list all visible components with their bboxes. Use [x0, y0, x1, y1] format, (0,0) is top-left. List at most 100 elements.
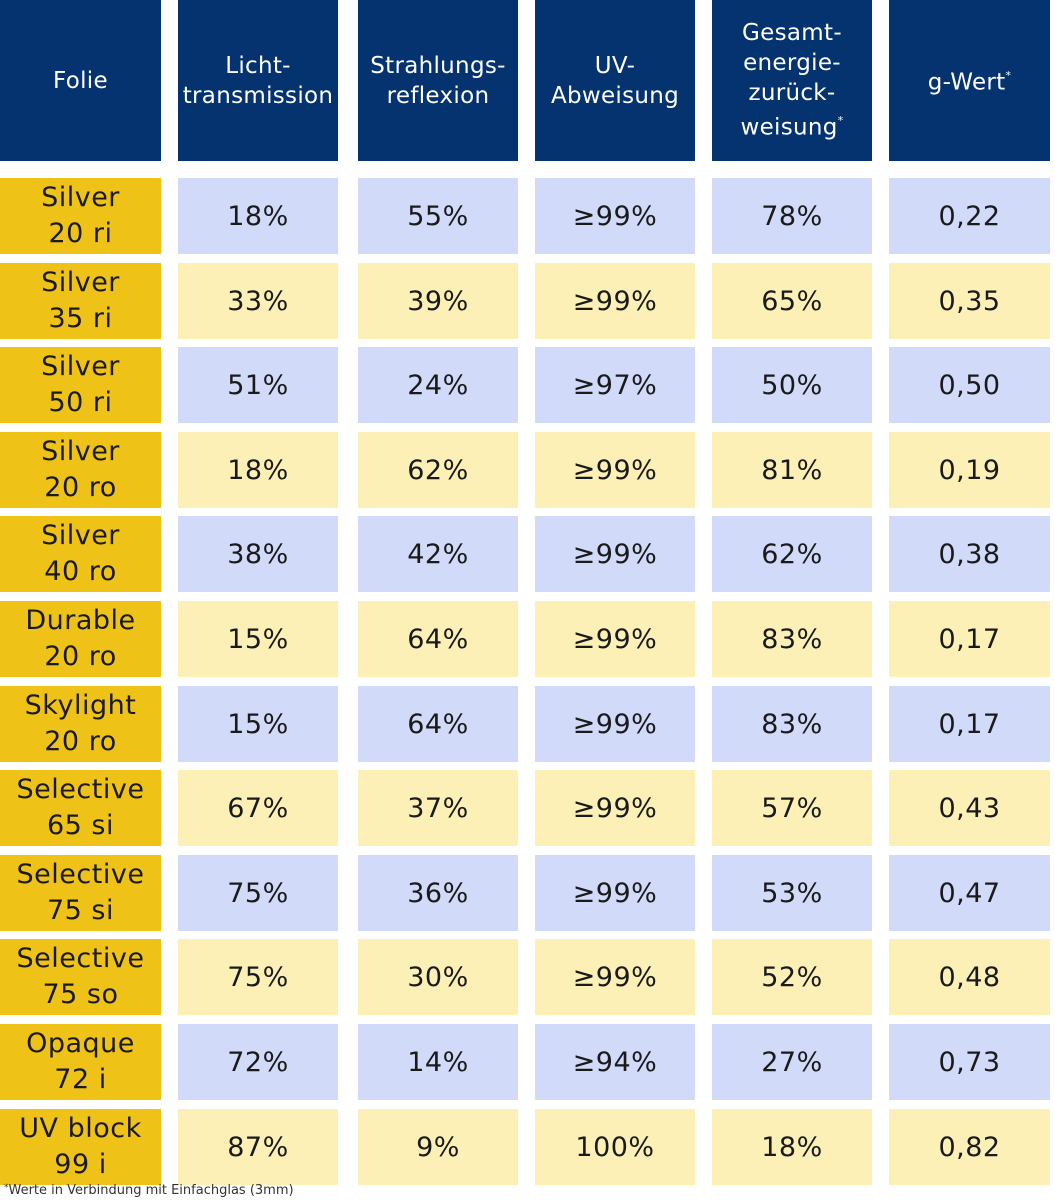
cell-g-wert: 0,22	[889, 178, 1050, 254]
cell-folie-name: Durable 20 ro	[0, 601, 161, 677]
cell-folie-name: Selective 75 so	[0, 939, 161, 1015]
cell-gesamtenergiezurueckweisung: 83%	[712, 601, 872, 677]
header-line: Strahlungs-	[370, 52, 506, 79]
folie-name-line: Silver	[41, 267, 120, 298]
cell-uv-abweisung: ≥99%	[535, 686, 695, 762]
cell-gesamtenergiezurueckweisung: 53%	[712, 855, 872, 931]
folie-name-line: 35 ri	[48, 303, 113, 334]
header-line-text: g-Wert	[927, 69, 1006, 96]
header-line: zurück-	[748, 80, 836, 107]
cell-strahlungsreflexion: 14%	[358, 1024, 518, 1100]
folie-name-line: 20 ro	[44, 641, 117, 672]
cell-strahlungsreflexion: 24%	[358, 347, 518, 423]
cell-strahlungsreflexion: 64%	[358, 686, 518, 762]
cell-strahlungsreflexion: 39%	[358, 263, 518, 339]
cell-uv-abweisung: ≥99%	[535, 178, 695, 254]
cell-folie-name: Selective 75 si	[0, 855, 161, 931]
cell-folie-name: Silver 35 ri	[0, 263, 161, 339]
folie-name-line: Selective	[16, 859, 145, 890]
asterisk-mark: *	[837, 114, 844, 128]
header-line: Gesamt-	[742, 20, 842, 47]
cell-lichttransmission: 75%	[178, 939, 338, 1015]
header-line: g-Wert*	[928, 63, 1012, 98]
header-line: transmission	[182, 82, 334, 109]
cell-lichttransmission: 51%	[178, 347, 338, 423]
folie-name-line: 99 i	[54, 1149, 107, 1180]
folie-name-line: Silver	[41, 520, 120, 551]
cell-folie-name: Silver 20 ro	[0, 432, 161, 508]
header-folie: Folie	[0, 0, 161, 161]
cell-uv-abweisung: ≥99%	[535, 939, 695, 1015]
cell-lichttransmission: 67%	[178, 770, 338, 846]
cell-strahlungsreflexion: 62%	[358, 432, 518, 508]
header-line: Folie	[53, 67, 108, 94]
asterisk-mark: *	[1005, 69, 1012, 83]
folie-name-line: 20 ri	[48, 218, 113, 249]
cell-uv-abweisung: ≥99%	[535, 601, 695, 677]
cell-folie-name: Selective 65 si	[0, 770, 161, 846]
header-strahlungsreflexion: Strahlungs-reflexion	[358, 0, 518, 161]
folie-name-line: 75 si	[46, 895, 114, 926]
cell-strahlungsreflexion: 9%	[358, 1109, 518, 1185]
cell-strahlungsreflexion: 36%	[358, 855, 518, 931]
folie-name-line: 40 ro	[44, 556, 117, 587]
folie-name-line: Silver	[41, 182, 120, 213]
cell-folie-name: Silver 50 ri	[0, 347, 161, 423]
cell-lichttransmission: 18%	[178, 432, 338, 508]
cell-g-wert: 0,35	[889, 263, 1050, 339]
cell-uv-abweisung: ≥99%	[535, 770, 695, 846]
header-g-wert: g-Wert*	[889, 0, 1050, 161]
cell-gesamtenergiezurueckweisung: 65%	[712, 263, 872, 339]
footnote: *Werte in Verbindung mit Einfachglas (3m…	[4, 1183, 294, 1198]
cell-gesamtenergiezurueckweisung: 62%	[712, 516, 872, 592]
cell-folie-name: Silver 40 ro	[0, 516, 161, 592]
cell-strahlungsreflexion: 55%	[358, 178, 518, 254]
header-lichttransmission: Licht-transmission	[178, 0, 338, 161]
folie-name-line: Opaque	[26, 1028, 135, 1059]
cell-g-wert: 0,73	[889, 1024, 1050, 1100]
cell-lichttransmission: 15%	[178, 601, 338, 677]
folie-name-line: Selective	[16, 774, 145, 805]
cell-lichttransmission: 15%	[178, 686, 338, 762]
cell-g-wert: 0,17	[889, 686, 1050, 762]
header-line-text: weisung	[740, 114, 838, 141]
cell-lichttransmission: 87%	[178, 1109, 338, 1185]
cell-g-wert: 0,82	[889, 1109, 1050, 1185]
cell-g-wert: 0,19	[889, 432, 1050, 508]
cell-lichttransmission: 18%	[178, 178, 338, 254]
header-line: UV-	[594, 52, 636, 79]
cell-gesamtenergiezurueckweisung: 78%	[712, 178, 872, 254]
cell-lichttransmission: 38%	[178, 516, 338, 592]
folie-name-line: Silver	[41, 351, 120, 382]
header-line: Licht-	[225, 52, 291, 79]
cell-gesamtenergiezurueckweisung: 52%	[712, 939, 872, 1015]
cell-strahlungsreflexion: 42%	[358, 516, 518, 592]
header-line: energie-	[743, 50, 841, 77]
cell-lichttransmission: 33%	[178, 263, 338, 339]
folie-name-line: Skylight	[24, 690, 137, 721]
folie-name-line: UV block	[19, 1113, 142, 1144]
header-line: weisung*	[740, 108, 843, 143]
cell-folie-name: UV block 99 i	[0, 1109, 161, 1185]
cell-uv-abweisung: ≥99%	[535, 516, 695, 592]
header-line: Abweisung	[550, 82, 680, 109]
cell-gesamtenergiezurueckweisung: 81%	[712, 432, 872, 508]
cell-gesamtenergiezurueckweisung: 27%	[712, 1024, 872, 1100]
cell-lichttransmission: 72%	[178, 1024, 338, 1100]
cell-lichttransmission: 75%	[178, 855, 338, 931]
cell-g-wert: 0,47	[889, 855, 1050, 931]
cell-folie-name: Skylight 20 ro	[0, 686, 161, 762]
cell-uv-abweisung: ≥94%	[535, 1024, 695, 1100]
folie-name-line: Silver	[41, 436, 120, 467]
header-uv-abweisung: UV- Abweisung	[535, 0, 695, 161]
folie-name-line: 72 i	[54, 1064, 107, 1095]
cell-strahlungsreflexion: 64%	[358, 601, 518, 677]
cell-folie-name: Opaque 72 i	[0, 1024, 161, 1100]
cell-uv-abweisung: ≥99%	[535, 855, 695, 931]
cell-g-wert: 0,50	[889, 347, 1050, 423]
folie-name-line: 20 ro	[44, 472, 117, 503]
cell-gesamtenergiezurueckweisung: 50%	[712, 347, 872, 423]
cell-uv-abweisung: ≥99%	[535, 263, 695, 339]
folie-name-line: 50 ri	[48, 387, 113, 418]
cell-strahlungsreflexion: 30%	[358, 939, 518, 1015]
